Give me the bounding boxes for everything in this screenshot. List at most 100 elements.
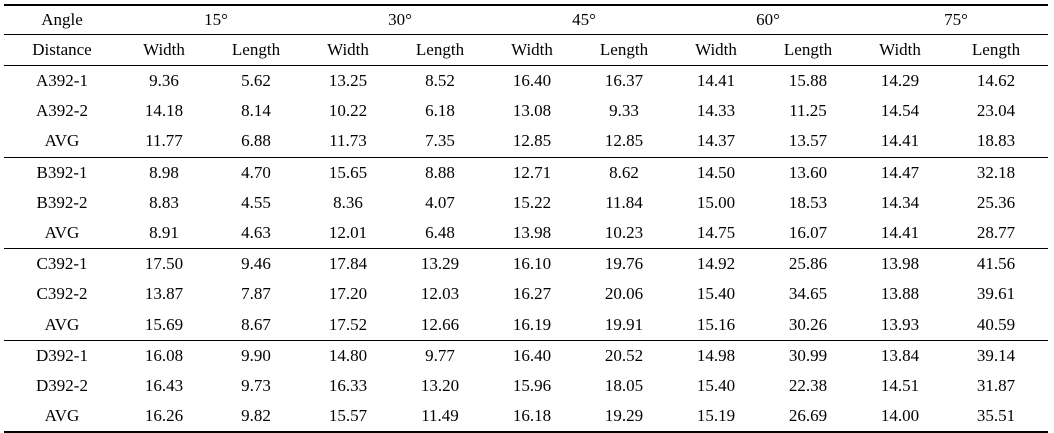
table-cell: 22.38 [788, 375, 828, 395]
table-cell: 15.00 [696, 192, 736, 212]
table-cell: 26.69 [760, 401, 856, 433]
table-cell: 12.71 [512, 162, 552, 182]
table-cell: 10.23 [576, 217, 672, 250]
table-cell: 4.63 [208, 217, 304, 250]
table-cell: 15.57 [304, 401, 392, 433]
table-cell: 16.19 [488, 309, 576, 341]
table-row: AVG 15.69 8.67 17.52 12.66 16.19 19.91 15.16 30.… [4, 309, 1048, 341]
table-row: C392-2 13.87 7.87 17.20 12.03 16.27 20.06 15.40… [4, 279, 1048, 309]
table-cell: 16.10 [512, 254, 552, 274]
table-cell: 16.26 [120, 401, 208, 433]
table-row: A392-1 9.36 5.62 13.25 8.52 16.40 16.37 14.41 15… [4, 66, 1048, 97]
table-cell: 28.77 [944, 217, 1048, 250]
table-cell: 7.35 [392, 126, 488, 158]
table-cell: 16.40 [512, 345, 552, 365]
table-cell: 40.59 [944, 309, 1048, 341]
table-cell: 14.54 [880, 101, 920, 121]
table-row: AVG 16.26 9.82 15.57 11.49 16.18 19.29 15.19 26.… [4, 401, 1048, 433]
table-cell: 20.06 [604, 284, 644, 304]
table-cell: 32.18 [976, 162, 1016, 182]
table-cell: 6.18 [425, 101, 455, 121]
distance-label: Distance [4, 34, 120, 66]
table-cell: 14.18 [144, 101, 184, 121]
table-cell: 35.51 [944, 401, 1048, 433]
table-cell: 23.04 [976, 101, 1016, 121]
table-row: D392-2 16.43 9.73 16.33 13.20 15.96 18.05 15.40… [4, 371, 1048, 401]
table-header: Angle 15° 30° 45° 60° 75° Distance Width… [4, 4, 1048, 66]
table-cell: 13.60 [788, 162, 828, 182]
table-cell: 14.33 [696, 101, 736, 121]
angle-75-header: 75° [856, 4, 1048, 35]
table-cell: 14.37 [672, 126, 760, 158]
angle-45-header: 45° [488, 4, 672, 35]
table-cell: 14.75 [672, 217, 760, 250]
row-label: D392-1 [36, 345, 88, 365]
table-cell: 17.84 [328, 254, 368, 274]
table-cell: 16.33 [328, 375, 368, 395]
table-cell: 19.29 [576, 401, 672, 433]
row-label: A392-1 [36, 71, 88, 91]
row-label: AVG [4, 217, 120, 250]
table-cell: 14.41 [696, 71, 736, 91]
angle-30-header: 30° [304, 4, 488, 35]
table-cell: 15.69 [120, 309, 208, 341]
width-header: Width [304, 34, 392, 66]
table-cell: 5.62 [241, 71, 271, 91]
table-cell: 9.36 [149, 71, 179, 91]
table-row: D392-1 16.08 9.90 14.80 9.77 16.40 20.52 14.98 3… [4, 340, 1048, 371]
measurement-table: Angle 15° 30° 45° 60° 75° Distance Width… [4, 4, 1048, 433]
table-cell: 13.87 [144, 284, 184, 304]
table-cell: 10.22 [328, 101, 368, 121]
table-cell: 14.00 [856, 401, 944, 433]
row-group: B392-1 8.98 4.70 15.65 8.88 12.71 8.62 14.50 13.… [4, 157, 1048, 250]
table-cell: 15.19 [672, 401, 760, 433]
table-cell: 15.16 [672, 309, 760, 341]
table-cell: 6.48 [392, 217, 488, 250]
table-cell: 13.08 [512, 101, 552, 121]
table-cell: 12.01 [304, 217, 392, 250]
width-header: Width [488, 34, 576, 66]
table-cell: 34.65 [788, 284, 828, 304]
table-cell: 9.33 [609, 101, 639, 121]
table-cell: 9.46 [241, 254, 271, 274]
table-cell: 14.62 [976, 71, 1016, 91]
table-row: AVG 11.77 6.88 11.73 7.35 12.85 12.85 14.37 13.5… [4, 126, 1048, 158]
table-row: B392-2 8.83 4.55 8.36 4.07 15.22 11.84 15.00 18.… [4, 188, 1048, 218]
table-cell: 18.83 [944, 126, 1048, 158]
table-cell: 13.98 [488, 217, 576, 250]
table-cell: 14.80 [328, 345, 368, 365]
subheader-row: Distance Width Length Width Length Width… [4, 34, 1048, 66]
table-cell: 8.36 [333, 192, 363, 212]
table-cell: 13.29 [420, 254, 460, 274]
table-cell: 16.07 [760, 217, 856, 250]
table-cell: 15.40 [696, 284, 736, 304]
table-cell: 41.56 [976, 254, 1016, 274]
table-cell: 8.14 [241, 101, 271, 121]
table-cell: 13.98 [880, 254, 920, 274]
angle-60-header: 60° [672, 4, 856, 35]
table-cell: 16.40 [512, 71, 552, 91]
table-cell: 15.65 [328, 162, 368, 182]
table-cell: 12.66 [392, 309, 488, 341]
length-header: Length [576, 34, 672, 66]
table-cell: 30.99 [788, 345, 828, 365]
table-cell: 12.85 [488, 126, 576, 158]
row-label: B392-2 [36, 192, 88, 212]
table-cell: 16.43 [144, 375, 184, 395]
row-group: D392-1 16.08 9.90 14.80 9.77 16.40 20.52 14.98 3… [4, 340, 1048, 433]
table-cell: 16.18 [488, 401, 576, 433]
table-cell: 16.27 [512, 284, 552, 304]
table-cell: 9.73 [241, 375, 271, 395]
row-group: C392-1 17.50 9.46 17.84 13.29 16.10 19.76 14.92… [4, 249, 1048, 341]
table-cell: 13.57 [760, 126, 856, 158]
table-cell: 17.52 [304, 309, 392, 341]
table-cell: 13.88 [880, 284, 920, 304]
table-cell: 8.88 [425, 162, 455, 182]
table-cell: 8.83 [149, 192, 179, 212]
row-label: A392-2 [36, 101, 88, 121]
row-label: AVG [4, 126, 120, 158]
table-cell: 18.53 [788, 192, 828, 212]
table-cell: 4.07 [425, 192, 455, 212]
table-cell: 9.90 [241, 345, 271, 365]
angle-label: Angle [4, 4, 120, 35]
